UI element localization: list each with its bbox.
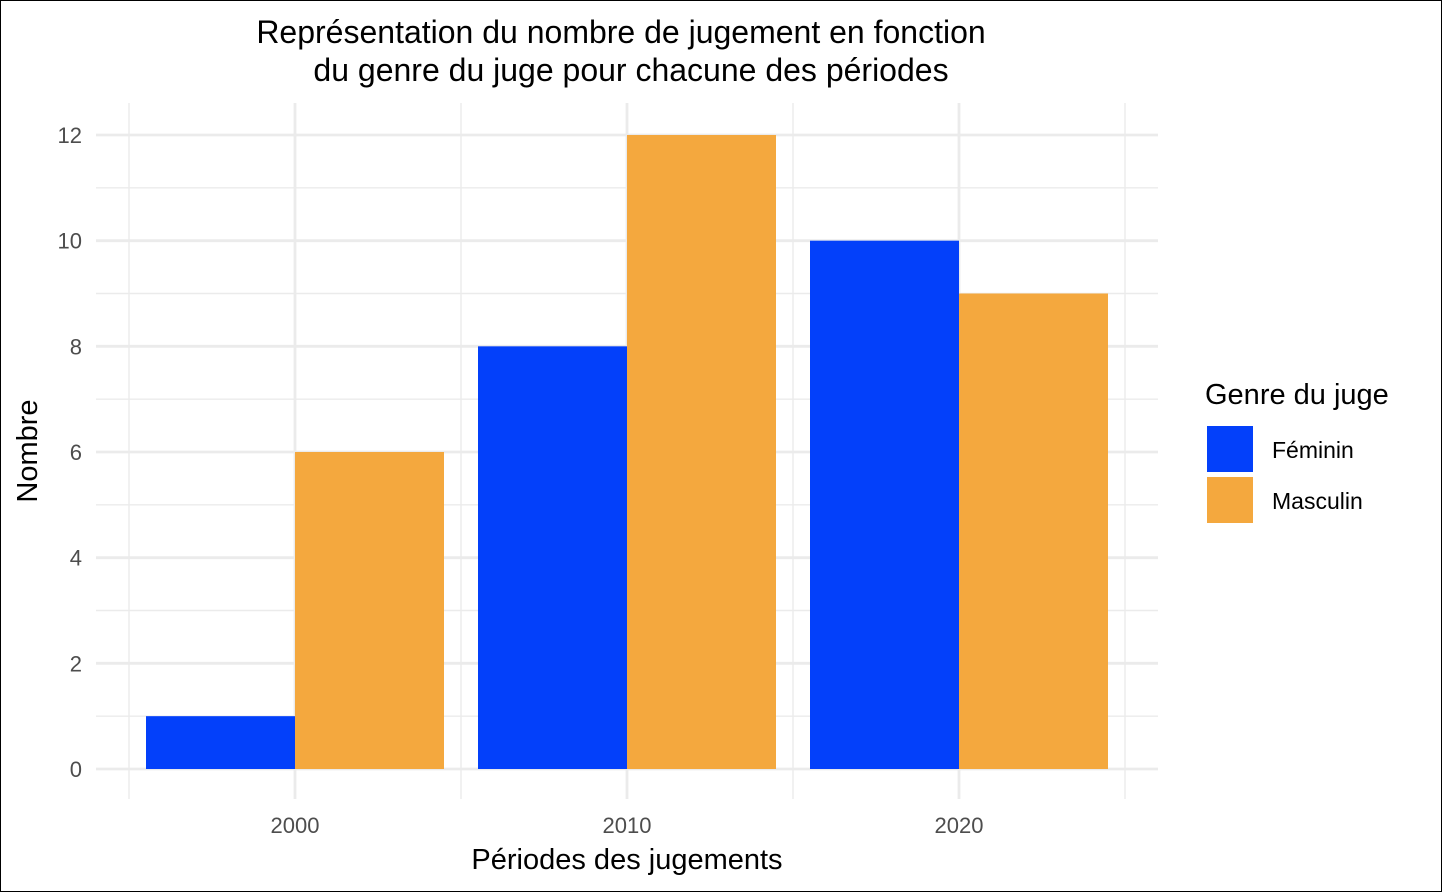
y-tick-label: 2	[70, 651, 82, 676]
bar-masculin-2020	[959, 294, 1108, 770]
x-axis-title: Périodes des jugements	[471, 844, 782, 876]
bar-fminin-2000	[146, 716, 295, 769]
legend: Genre du juge Féminin Masculin	[1205, 379, 1389, 523]
y-tick-label: 12	[58, 123, 82, 148]
bar-masculin-2010	[627, 135, 776, 769]
legend-swatch-feminin	[1207, 426, 1253, 472]
legend-label-feminin: Féminin	[1272, 437, 1354, 463]
x-axis-ticks: 2000 2010 2020	[271, 813, 984, 838]
y-axis-title: Nombre	[12, 399, 44, 502]
x-tick-label: 2020	[935, 813, 984, 838]
legend-swatch-masculin	[1207, 477, 1253, 523]
bar-masculin-2000	[295, 452, 444, 769]
y-tick-label: 10	[58, 229, 82, 254]
y-tick-label: 4	[70, 546, 82, 571]
y-tick-label: 8	[70, 334, 82, 359]
y-axis-ticks: 0 2 4 6 8 10 12	[58, 123, 82, 782]
legend-label-masculin: Masculin	[1272, 488, 1363, 514]
chart-title-line-2: du genre du juge pour chacune des périod…	[313, 52, 948, 88]
chart-title-line-1: Représentation du nombre de jugement en …	[256, 14, 985, 50]
y-tick-label: 0	[70, 757, 82, 782]
bar-fminin-2020	[810, 241, 959, 769]
x-tick-label: 2000	[271, 813, 320, 838]
x-tick-label: 2010	[603, 813, 652, 838]
bar-fminin-2010	[478, 346, 627, 769]
y-tick-label: 6	[70, 440, 82, 465]
legend-title: Genre du juge	[1205, 379, 1389, 411]
